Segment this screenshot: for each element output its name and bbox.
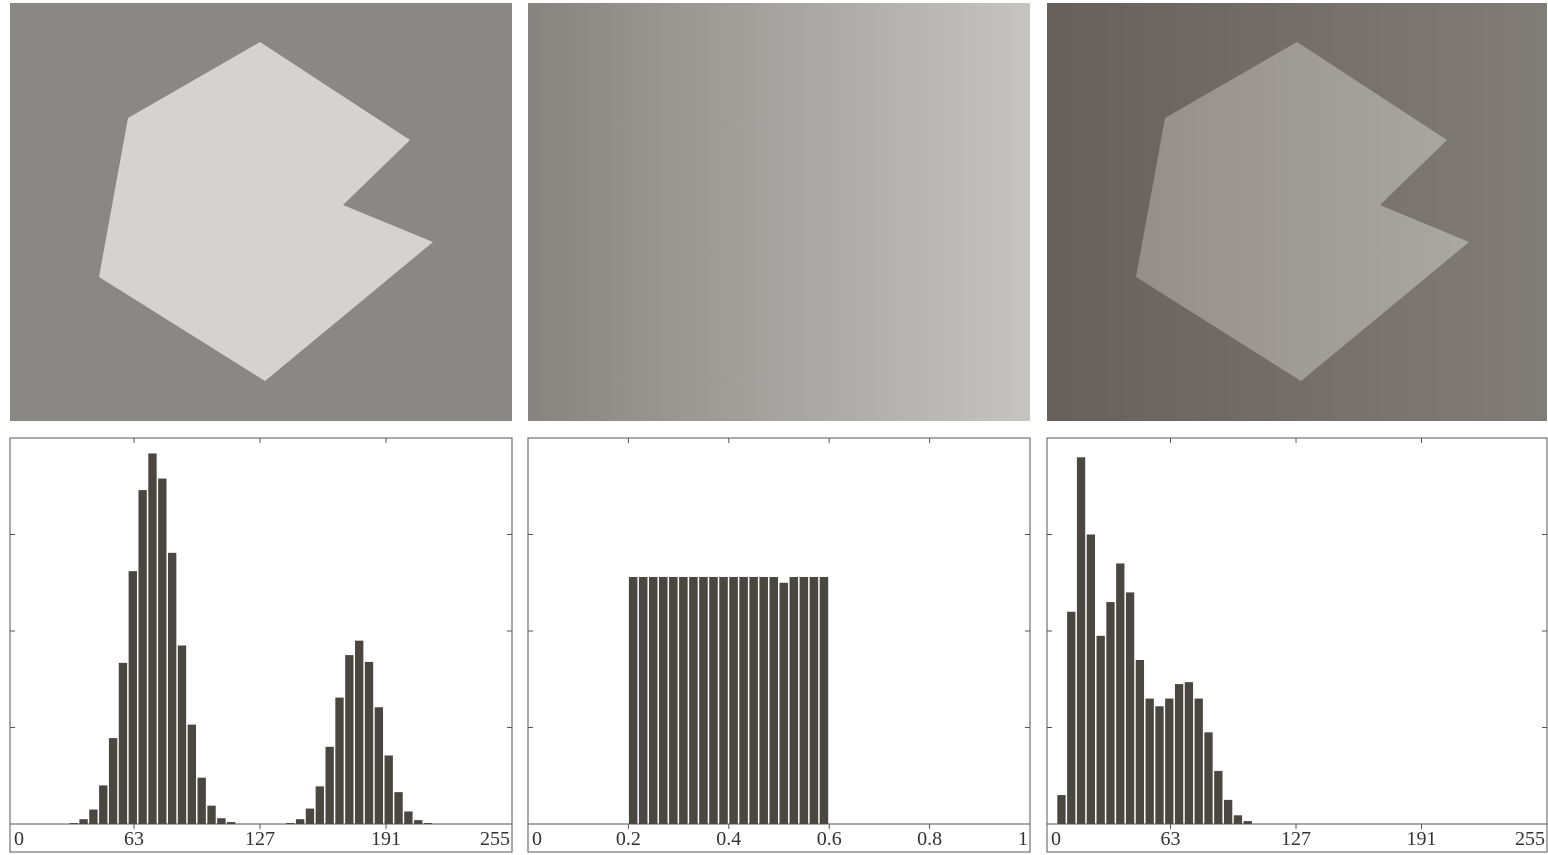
x-tick-label: 191: [1407, 828, 1437, 850]
figure: 0 63 127 191 255 0 0.2 0.4 0.6 0.8 1 0 63 127 191 255: [0, 0, 1548, 855]
bar: [178, 645, 186, 824]
bar: [1106, 602, 1114, 824]
x-tick-label: 255: [1515, 828, 1545, 850]
bar: [739, 577, 748, 824]
bar: [1077, 457, 1085, 824]
bar: [404, 811, 412, 824]
bar: [227, 822, 235, 824]
bar: [679, 577, 688, 824]
bar: [689, 577, 698, 824]
bar: [1146, 699, 1154, 824]
x-tick-label: 191: [371, 828, 401, 850]
bar: [1185, 682, 1193, 824]
bar: [649, 577, 658, 824]
x-tick-label: 63: [124, 828, 144, 850]
x-tick-label: 0.2: [616, 828, 641, 850]
x-tick-label: 127: [245, 828, 275, 850]
bar: [719, 577, 728, 824]
bar: [89, 810, 97, 824]
bar: [198, 778, 206, 824]
bar: [365, 662, 373, 824]
bar: [1126, 592, 1134, 824]
bar: [1057, 795, 1065, 824]
bar: [1244, 821, 1252, 824]
x-tick-label: 0.6: [817, 828, 842, 850]
bar: [629, 577, 638, 824]
bar: [769, 577, 778, 824]
bar: [296, 819, 304, 824]
bar: [306, 809, 314, 824]
bar: [790, 577, 799, 824]
bar: [129, 571, 137, 824]
bar: [1214, 771, 1222, 824]
x-tick-label: 1: [1018, 828, 1028, 850]
bar: [749, 577, 758, 824]
x-tick-label: 127: [1281, 828, 1311, 850]
bar: [1136, 660, 1144, 824]
bar: [70, 823, 78, 824]
bar: [1067, 612, 1075, 824]
bar: [1195, 699, 1203, 824]
bar: [1204, 732, 1212, 824]
bar: [148, 453, 156, 824]
x-tick-label: 0: [532, 828, 542, 850]
bar: [1155, 706, 1163, 824]
bar: [158, 479, 166, 824]
bar: [424, 823, 432, 824]
bar: [109, 738, 117, 824]
bar: [639, 577, 648, 824]
bar: [810, 577, 819, 824]
bar: [138, 490, 146, 824]
x-tick-label: 0: [1051, 828, 1061, 850]
bar: [385, 755, 393, 824]
bar: [335, 698, 343, 824]
bar: [119, 663, 127, 824]
bar: [355, 641, 363, 824]
x-tick-label: 255: [480, 828, 510, 850]
bar: [188, 725, 196, 824]
bar: [780, 583, 789, 824]
bar: [99, 785, 107, 824]
bar: [394, 792, 402, 824]
bar: [759, 577, 768, 824]
bar: [217, 818, 225, 824]
bar: [659, 577, 668, 824]
plot-frame: [10, 438, 512, 852]
bar: [1116, 563, 1124, 824]
x-tick-label: 0.8: [917, 828, 942, 850]
bar: [79, 819, 87, 824]
bar: [800, 577, 809, 824]
bar: [699, 577, 708, 824]
bar: [729, 577, 738, 824]
x-tick-label: 0: [14, 828, 24, 850]
bar: [1087, 535, 1095, 825]
bar: [820, 577, 829, 824]
bar: [1165, 699, 1173, 824]
bar: [168, 553, 176, 824]
x-tick-label: 63: [1161, 828, 1181, 850]
bar: [207, 806, 215, 824]
bar: [286, 823, 294, 824]
plot-frame: [528, 438, 1030, 852]
x-tick-label: 0.4: [716, 828, 741, 850]
bar: [414, 820, 422, 824]
bar: [1234, 815, 1242, 824]
bar: [1224, 800, 1232, 824]
bar: [1175, 684, 1183, 824]
bar: [1097, 636, 1105, 824]
bar: [316, 786, 324, 824]
bar: [325, 747, 333, 824]
bar: [709, 577, 718, 824]
bar: [345, 655, 353, 824]
bar: [375, 707, 383, 824]
image-gradient: [528, 3, 1030, 421]
bar: [669, 577, 678, 824]
